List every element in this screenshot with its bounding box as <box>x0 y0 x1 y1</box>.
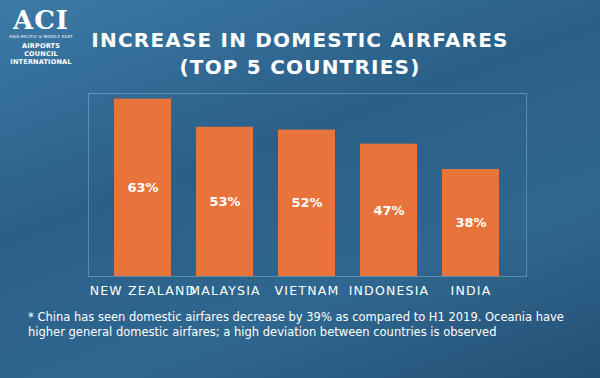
html-text:* China has seen domestic airf: * China has seen domestic airfares decre… <box>28 310 564 339</box>
html-text:(TOP 5 COUNTRIES): (TOP 5 COUNTRIES) <box>179 55 421 79</box>
html-text:AIRPORTS COUNCIL INTERNATIONAL: AIRPORTS COUNCIL INTERNATIONAL <box>10 42 72 66</box>
svg-text:MALAYSIA: MALAYSIA <box>189 283 261 298</box>
svg-text:NEW ZEALAND: NEW ZEALAND <box>90 283 197 298</box>
svg-text:53%: 53% <box>209 194 240 209</box>
svg-text:63%: 63% <box>127 180 158 195</box>
html-text:INCREASE IN DOMESTIC AIRFARES: INCREASE IN DOMESTIC AIRFARES <box>91 28 509 52</box>
svg-text:INDIA: INDIA <box>451 283 492 298</box>
html-text:ACI: ACI <box>13 5 69 35</box>
html-text:ASIA-PACIFIC & MIDDLE EAST: ASIA-PACIFIC & MIDDLE EAST <box>9 34 73 39</box>
svg-text:47%: 47% <box>373 202 404 217</box>
svg-text:38%: 38% <box>455 215 486 230</box>
svg-text:52%: 52% <box>291 195 322 210</box>
svg-text:VIETNAM: VIETNAM <box>275 283 340 298</box>
svg-text:INDONESIA: INDONESIA <box>349 283 430 298</box>
